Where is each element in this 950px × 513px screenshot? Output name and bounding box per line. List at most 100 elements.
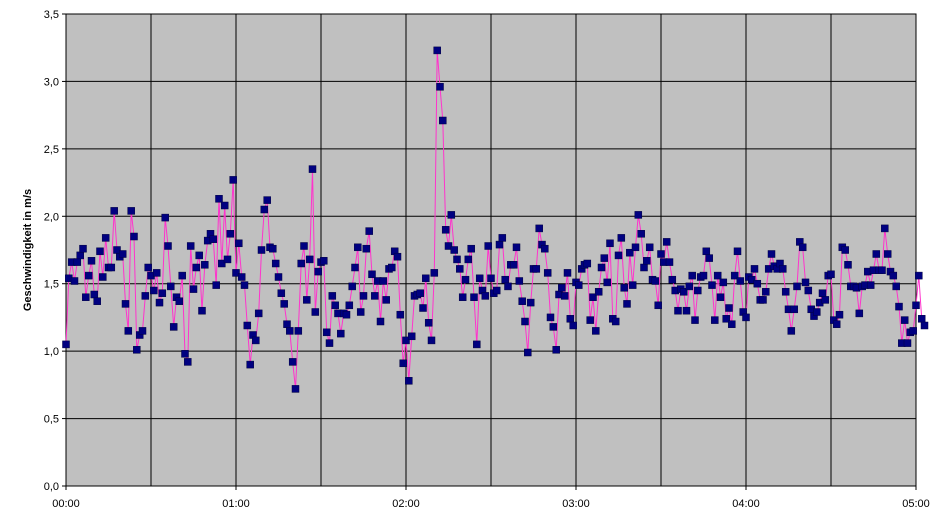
data-point — [458, 293, 467, 301]
data-point — [524, 348, 532, 357]
data-point — [832, 320, 841, 328]
data-point — [269, 244, 277, 253]
data-point — [892, 282, 900, 291]
data-point — [569, 321, 577, 330]
data-point — [747, 275, 756, 284]
y-axis: 0,0 0,5 1,0 1,5 2,0 2,5 3,0 3,5 — [44, 9, 66, 493]
data-point — [637, 230, 645, 238]
data-point — [192, 263, 201, 272]
data-point — [623, 300, 631, 308]
data-point — [223, 255, 232, 264]
data-point — [252, 336, 260, 345]
data-point — [521, 317, 529, 326]
data-point — [181, 350, 189, 358]
data-point — [155, 298, 164, 307]
data-point — [600, 254, 609, 262]
data-point — [702, 247, 711, 256]
data-point — [705, 254, 713, 262]
data-point — [348, 282, 356, 291]
data-point — [694, 286, 702, 295]
data-point — [297, 259, 305, 268]
data-point — [518, 297, 526, 305]
data-point — [473, 340, 481, 349]
data-point — [283, 320, 291, 328]
data-point — [790, 305, 798, 314]
data-point — [594, 288, 603, 296]
data-point — [912, 301, 920, 310]
data-point — [198, 306, 206, 315]
data-point — [220, 201, 229, 210]
data-point — [444, 242, 453, 250]
data-point — [101, 234, 110, 242]
data-point — [543, 269, 552, 277]
data-point — [152, 269, 161, 277]
data-point — [484, 242, 492, 250]
data-point — [597, 263, 606, 272]
data-point — [246, 360, 254, 369]
data-point — [388, 263, 396, 272]
data-point — [614, 251, 623, 260]
data-point — [419, 304, 427, 312]
data-point — [461, 275, 470, 284]
data-point — [354, 243, 362, 252]
data-point — [730, 271, 739, 280]
data-point — [405, 377, 413, 385]
y-tick-label: 3,5 — [44, 9, 59, 21]
data-point — [725, 304, 733, 312]
data-point — [138, 327, 147, 335]
data-point — [844, 261, 852, 269]
data-point — [243, 321, 252, 330]
data-point — [733, 247, 742, 256]
data-point — [546, 313, 555, 322]
data-point — [396, 310, 405, 319]
data-point — [280, 300, 288, 308]
data-point — [509, 261, 518, 269]
data-point — [453, 255, 461, 264]
data-point — [277, 289, 286, 297]
data-point — [70, 277, 79, 285]
data-point — [541, 244, 549, 253]
data-point — [430, 269, 439, 277]
data-point — [878, 266, 886, 274]
data-point — [801, 278, 810, 287]
data-point — [303, 296, 311, 304]
data-point — [470, 293, 478, 301]
data-point — [427, 336, 436, 345]
plot-border — [65, 13, 917, 487]
data-point — [133, 346, 141, 354]
data-point — [439, 116, 447, 125]
data-point — [195, 251, 203, 260]
data-point — [393, 252, 402, 261]
data-point — [308, 165, 317, 173]
data-point — [762, 288, 770, 296]
data-point — [501, 275, 509, 284]
data-point — [742, 313, 750, 322]
data-point — [781, 288, 790, 296]
data-point — [399, 359, 407, 368]
data-point — [144, 263, 152, 272]
data-point — [662, 238, 671, 246]
data-point — [620, 284, 628, 292]
data-point — [257, 246, 266, 254]
data-point — [322, 328, 331, 337]
data-point — [674, 306, 682, 315]
data-point — [566, 315, 575, 323]
data-point — [305, 255, 314, 264]
data-point — [76, 251, 84, 260]
data-point — [900, 316, 909, 324]
data-point — [688, 271, 696, 280]
data-point — [314, 267, 322, 276]
data-point — [121, 300, 130, 308]
data-point — [855, 309, 864, 318]
data-point — [82, 293, 90, 301]
data-point — [189, 285, 198, 293]
data-point — [475, 274, 484, 283]
data-point — [750, 265, 759, 273]
data-point — [271, 259, 280, 268]
data-point — [365, 227, 373, 235]
data-point — [186, 242, 195, 250]
data-point — [495, 240, 504, 249]
data-point — [96, 247, 104, 256]
x-tick-label: 05:00 — [902, 498, 930, 510]
